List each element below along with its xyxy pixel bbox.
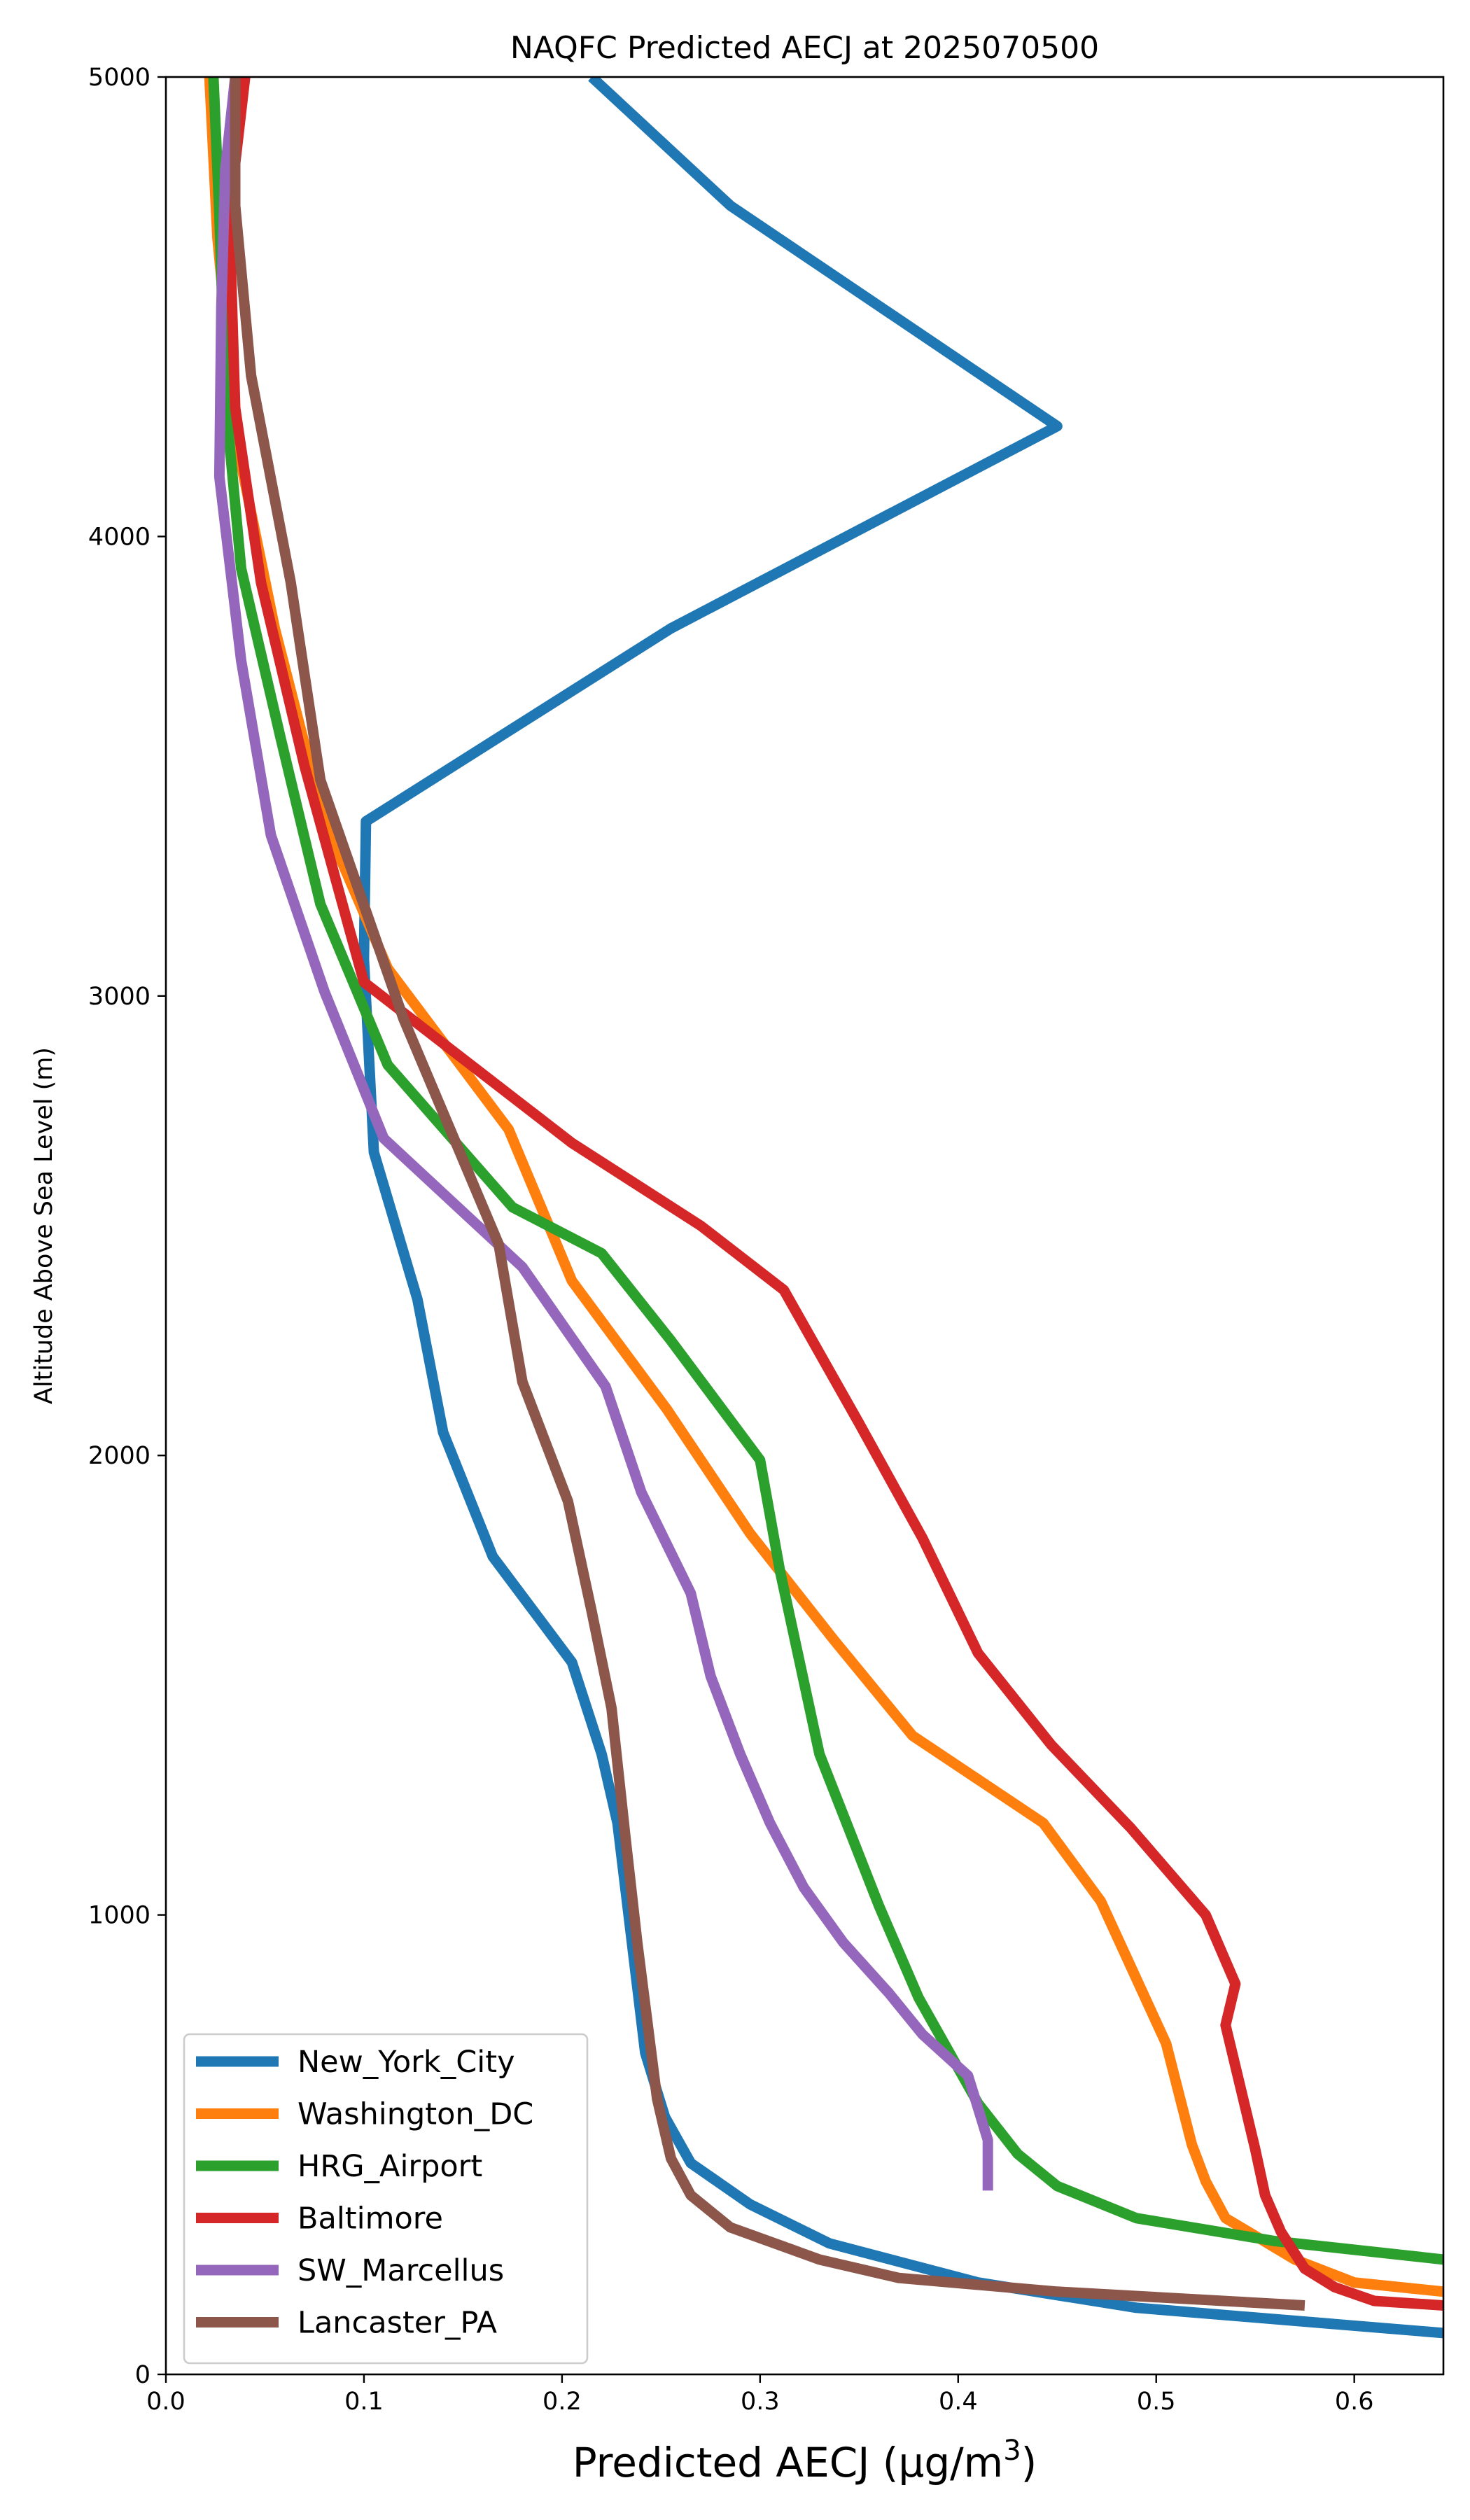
x-axis-ticks: 0.0 0.1 0.2 0.3 0.4 0.5 0.6 <box>146 2374 1374 2416</box>
legend-frame <box>183 2033 589 2365</box>
x-tick-label: 0.1 <box>344 2388 384 2416</box>
x-tick-label: 0.3 <box>741 2388 780 2416</box>
y-tick-label: 4000 <box>88 523 150 551</box>
y-tick-label: 1000 <box>88 1902 150 1930</box>
plot-frame <box>164 76 1445 2376</box>
x-axis-label-superscript: 3 <box>1003 2435 1021 2467</box>
y-tick-label: 3000 <box>88 983 150 1011</box>
legend-label-washington-dc: Washington_DC <box>298 2097 533 2132</box>
y-axis-label: Altitude Above Sea Level (m) <box>30 1047 58 1404</box>
x-tick-label: 0.4 <box>939 2388 978 2416</box>
series-line-lancaster-pa <box>230 77 1306 2311</box>
x-axis-label-main: Predicted AECJ (μg/m <box>573 2439 1003 2486</box>
legend: New_York_City Washington_DC HRG_Airport Bal… <box>183 2033 589 2365</box>
legend-label-lancaster-pa: Lancaster_PA <box>298 2306 498 2341</box>
x-tick-label: 0.0 <box>146 2388 186 2416</box>
x-tick-label: 0.2 <box>542 2388 582 2416</box>
series-line-baltimore <box>224 77 1443 2311</box>
x-tick-label: 0.6 <box>1335 2388 1374 2416</box>
legend-label-hrg-airport: HRG_Airport <box>298 2149 482 2184</box>
y-axis-ticks: 0 1000 2000 3000 4000 5000 <box>88 64 166 2389</box>
legend-label-new-york-city: New_York_City <box>298 2045 515 2080</box>
x-axis-label-close: ) <box>1021 2439 1037 2486</box>
legend-label-baltimore: Baltimore <box>298 2202 443 2236</box>
x-axis-label: Predicted AECJ (μg/m3) <box>573 2435 1037 2486</box>
series-layer <box>204 77 1443 2339</box>
y-tick-label: 2000 <box>88 1442 150 1470</box>
chart-title: NAQFC Predicted AECJ at 2025070500 <box>510 30 1099 66</box>
legend-label-sw-marcellus: SW_Marcellus <box>298 2253 504 2288</box>
series-line-sw-marcellus <box>214 77 993 2191</box>
series-line-new-york-city <box>358 77 1443 2339</box>
x-tick-label: 0.5 <box>1137 2388 1176 2416</box>
series-line-hrg-airport <box>208 77 1443 2265</box>
y-tick-label: 0 <box>135 2361 150 2389</box>
y-tick-label: 5000 <box>88 64 150 92</box>
